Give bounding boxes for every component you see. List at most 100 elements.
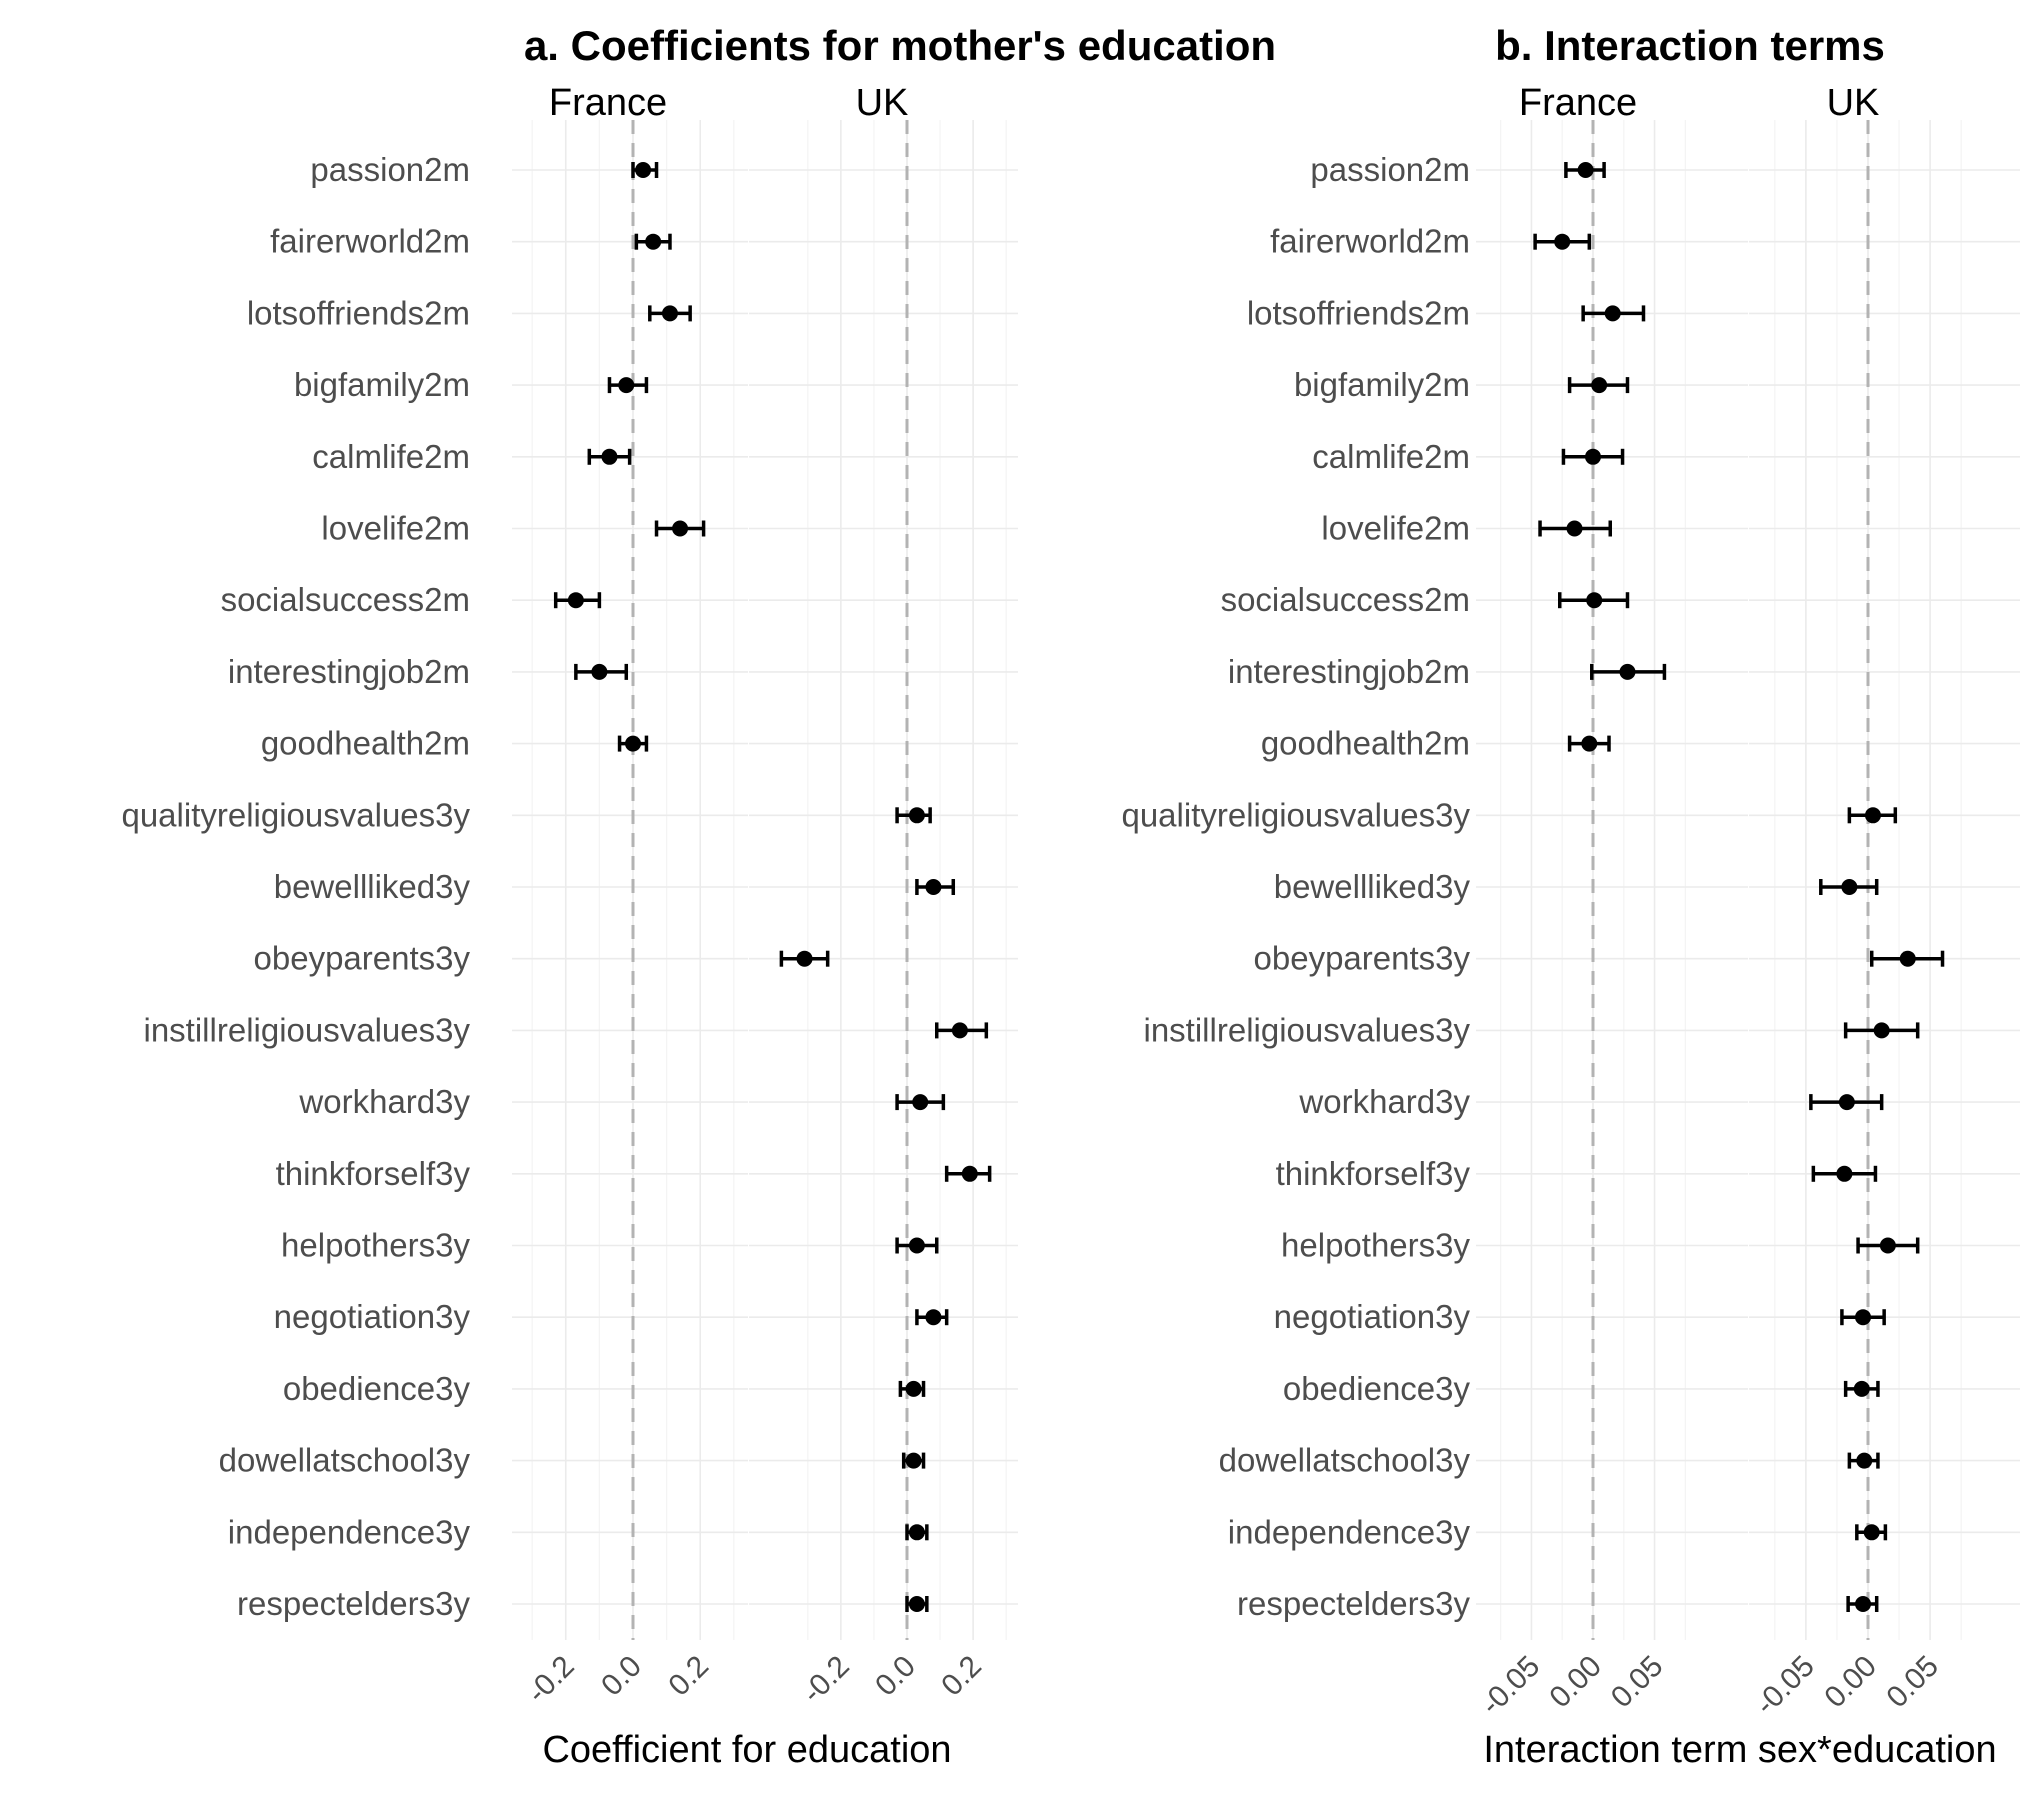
panel-b-point-instillreligiousvalues3y bbox=[1874, 1022, 1890, 1038]
panel-a-category-label: negotiation3y bbox=[274, 1298, 471, 1335]
panel-b-category-label: interestingjob2m bbox=[1228, 653, 1470, 690]
panel-b-point-fairerworld2m bbox=[1554, 234, 1570, 250]
panel-b-point-obedience3y bbox=[1854, 1381, 1870, 1397]
panel-b-category-label: helpothers3y bbox=[1281, 1227, 1470, 1264]
panel-a-category-label: lovelife2m bbox=[321, 510, 470, 547]
panel-b-category-label: bewellliked3y bbox=[1274, 868, 1471, 905]
panel-b-point-bigfamily2m bbox=[1591, 377, 1607, 393]
panel-b-point-calmlife2m bbox=[1585, 449, 1601, 465]
panel-b-point-lovelife2m bbox=[1567, 521, 1583, 537]
panel-b-point-respectelders3y bbox=[1855, 1596, 1871, 1612]
panel-a-category-label: thinkforself3y bbox=[276, 1155, 471, 1192]
panel-a-point-bewellliked3y bbox=[925, 879, 941, 895]
panel-b-x-tick-label: 0.00 bbox=[1818, 1650, 1883, 1715]
panel-a-point-dowellatschool3y bbox=[906, 1453, 922, 1469]
panel-b-point-thinkforself3y bbox=[1836, 1166, 1852, 1182]
panel-a-x-tick-label: -0.2 bbox=[521, 1650, 581, 1710]
panel-a-point-obeyparents3y bbox=[797, 951, 813, 967]
panel-a-point-passion2m bbox=[635, 162, 651, 178]
panel-a-point-thinkforself3y bbox=[962, 1166, 978, 1182]
panel-b-point-interestingjob2m bbox=[1619, 664, 1635, 680]
panel-b-point-passion2m bbox=[1578, 162, 1594, 178]
panel-a-point-helpothers3y bbox=[909, 1238, 925, 1254]
panel-b-category-label: obeyparents3y bbox=[1254, 940, 1471, 977]
panel-b-point-lotsoffriends2m bbox=[1605, 305, 1621, 321]
panel-a-facet-label-uk: UK bbox=[856, 82, 909, 124]
panel-b-x-tick-label: 0.00 bbox=[1543, 1650, 1608, 1715]
panel-b-category-label: instillreligiousvalues3y bbox=[1144, 1011, 1471, 1048]
panel-b-x-tick-label: 0.05 bbox=[1880, 1650, 1945, 1715]
panel-a-point-obedience3y bbox=[906, 1381, 922, 1397]
panel-a-x-tick-label: 0.2 bbox=[662, 1650, 715, 1703]
panel-a-category-label: socialsuccess2m bbox=[221, 581, 470, 618]
panel-b-category-label: passion2m bbox=[1310, 151, 1470, 188]
panel-b-category-label: lotsoffriends2m bbox=[1247, 294, 1470, 331]
panel-b-x-axis-title: Interaction term sex*education bbox=[1483, 1729, 1996, 1771]
panel-b-x-tick-label: 0.05 bbox=[1605, 1650, 1670, 1715]
panel-a-category-label: interestingjob2m bbox=[228, 653, 470, 690]
panel-b-category-label: negotiation3y bbox=[1274, 1298, 1471, 1335]
panel-a-point-bigfamily2m bbox=[618, 377, 634, 393]
panel-a-category-label: bigfamily2m bbox=[294, 366, 470, 403]
panel-a-x-tick-label: 0.0 bbox=[869, 1650, 922, 1703]
panel-a-x-tick-label: -0.2 bbox=[796, 1650, 856, 1710]
chart-layer: a. Coefficients for mother's education Fr… bbox=[121, 22, 2020, 1771]
panel-b-category-label: goodhealth2m bbox=[1261, 725, 1470, 762]
panel-a-x-axis-title: Coefficient for education bbox=[542, 1729, 951, 1771]
panel-b-category-label: fairerworld2m bbox=[1270, 223, 1470, 260]
panel-a-title: a. Coefficients for mother's education bbox=[524, 22, 1276, 69]
panel-b-point-negotiation3y bbox=[1855, 1309, 1871, 1325]
panel-a-facet-label-france: France bbox=[549, 82, 667, 124]
panel-a-category-label: independence3y bbox=[228, 1513, 471, 1550]
panel-b-category-label: qualityreligiousvalues3y bbox=[1121, 796, 1470, 833]
panel-a-point-negotiation3y bbox=[925, 1309, 941, 1325]
panel-b-x-tick-label: -0.05 bbox=[1475, 1650, 1547, 1722]
panel-a-point-instillreligiousvalues3y bbox=[952, 1022, 968, 1038]
panel-a-point-workhard3y bbox=[912, 1094, 928, 1110]
panel-a-category-label: dowellatschool3y bbox=[219, 1442, 471, 1479]
panel-b-category-label: dowellatschool3y bbox=[1219, 1442, 1471, 1479]
panel-b-category-label: respectelders3y bbox=[1237, 1585, 1470, 1622]
panel-a-point-goodhealth2m bbox=[625, 736, 641, 752]
panel-b-category-label: workhard3y bbox=[1298, 1083, 1470, 1120]
panel-b-point-qualityreligiousvalues3y bbox=[1865, 807, 1881, 823]
panel-b-title: b. Interaction terms bbox=[1495, 22, 1885, 69]
panel-b-category-label: bigfamily2m bbox=[1294, 366, 1470, 403]
panel-b-category-label: lovelife2m bbox=[1321, 510, 1470, 547]
panel-b-x-tick-label: -0.05 bbox=[1749, 1650, 1821, 1722]
panel-a-category-label: workhard3y bbox=[298, 1083, 470, 1120]
panel-a-point-qualityreligiousvalues3y bbox=[909, 807, 925, 823]
panel-a-category-label: bewellliked3y bbox=[274, 868, 471, 905]
panel-b-point-bewellliked3y bbox=[1841, 879, 1857, 895]
panel-a-category-label: goodhealth2m bbox=[261, 725, 470, 762]
panel-a-category-label: calmlife2m bbox=[312, 438, 470, 475]
panel-a-category-label: qualityreligiousvalues3y bbox=[121, 796, 470, 833]
panel-a-category-label: passion2m bbox=[310, 151, 470, 188]
panel-b-point-helpothers3y bbox=[1880, 1238, 1896, 1254]
panel-a-category-label: helpothers3y bbox=[281, 1227, 470, 1264]
panel-a-category-label: obedience3y bbox=[283, 1370, 471, 1407]
panel-b-category-label: independence3y bbox=[1228, 1513, 1471, 1550]
panel-b-category-label: thinkforself3y bbox=[1276, 1155, 1471, 1192]
panel-a-point-respectelders3y bbox=[909, 1596, 925, 1612]
panel-a-category-label: respectelders3y bbox=[237, 1585, 470, 1622]
panel-a-category-label: obeyparents3y bbox=[254, 940, 471, 977]
panel-b-point-obeyparents3y bbox=[1900, 951, 1916, 967]
panel-b-point-workhard3y bbox=[1839, 1094, 1855, 1110]
panel-a-category-label: instillreligiousvalues3y bbox=[144, 1011, 471, 1048]
panel-b-point-independence3y bbox=[1864, 1524, 1880, 1540]
panel-a-point-calmlife2m bbox=[601, 449, 617, 465]
panel-a-point-lovelife2m bbox=[672, 521, 688, 537]
panel-b-category-label: socialsuccess2m bbox=[1221, 581, 1470, 618]
panel-a-point-interestingjob2m bbox=[591, 664, 607, 680]
panel-a-point-independence3y bbox=[909, 1524, 925, 1540]
panel-b-category-label: obedience3y bbox=[1283, 1370, 1471, 1407]
panel-b-facet-label-uk: UK bbox=[1827, 82, 1880, 124]
panel-a-point-lotsoffriends2m bbox=[662, 305, 678, 321]
panel-a-category-label: lotsoffriends2m bbox=[247, 294, 470, 331]
panel-a-category-label: fairerworld2m bbox=[270, 223, 470, 260]
panel-b-point-goodhealth2m bbox=[1581, 736, 1597, 752]
panel-a-point-fairerworld2m bbox=[645, 234, 661, 250]
panel-b-category-label: calmlife2m bbox=[1312, 438, 1470, 475]
